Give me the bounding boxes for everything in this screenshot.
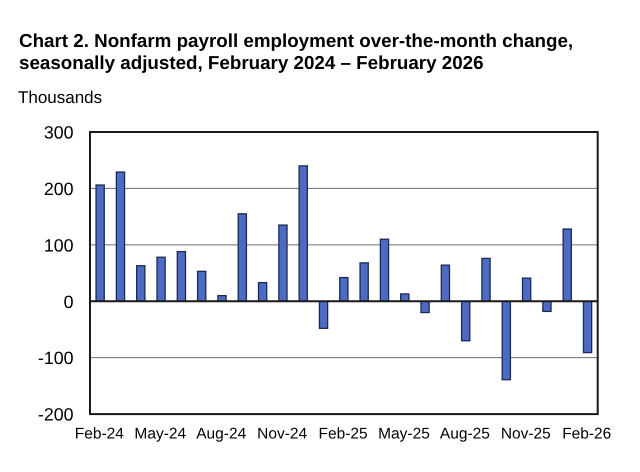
svg-text:Feb-26: Feb-26 [562, 426, 611, 443]
svg-text:0: 0 [64, 292, 74, 312]
svg-text:-100: -100 [38, 348, 74, 368]
svg-text:200: 200 [44, 179, 74, 199]
svg-text:Feb-24: Feb-24 [75, 426, 124, 443]
svg-text:Nov-25: Nov-25 [501, 426, 551, 443]
svg-text:Aug-24: Aug-24 [196, 426, 246, 443]
svg-text:seasonally adjusted, February: seasonally adjusted, February 2024 – Feb… [19, 52, 484, 73]
svg-text:Chart 2. Nonfarm payroll emplo: Chart 2. Nonfarm payroll employment over… [19, 30, 573, 51]
svg-text:May-24: May-24 [134, 426, 186, 443]
svg-text:Feb-25: Feb-25 [318, 426, 367, 443]
svg-text:-200: -200 [38, 405, 74, 425]
svg-text:May-25: May-25 [378, 426, 430, 443]
svg-text:Nov-24: Nov-24 [257, 426, 307, 443]
svg-text:Thousands: Thousands [18, 88, 102, 107]
svg-text:100: 100 [44, 235, 74, 255]
svg-text:300: 300 [44, 123, 74, 143]
svg-text:Aug-25: Aug-25 [440, 426, 490, 443]
